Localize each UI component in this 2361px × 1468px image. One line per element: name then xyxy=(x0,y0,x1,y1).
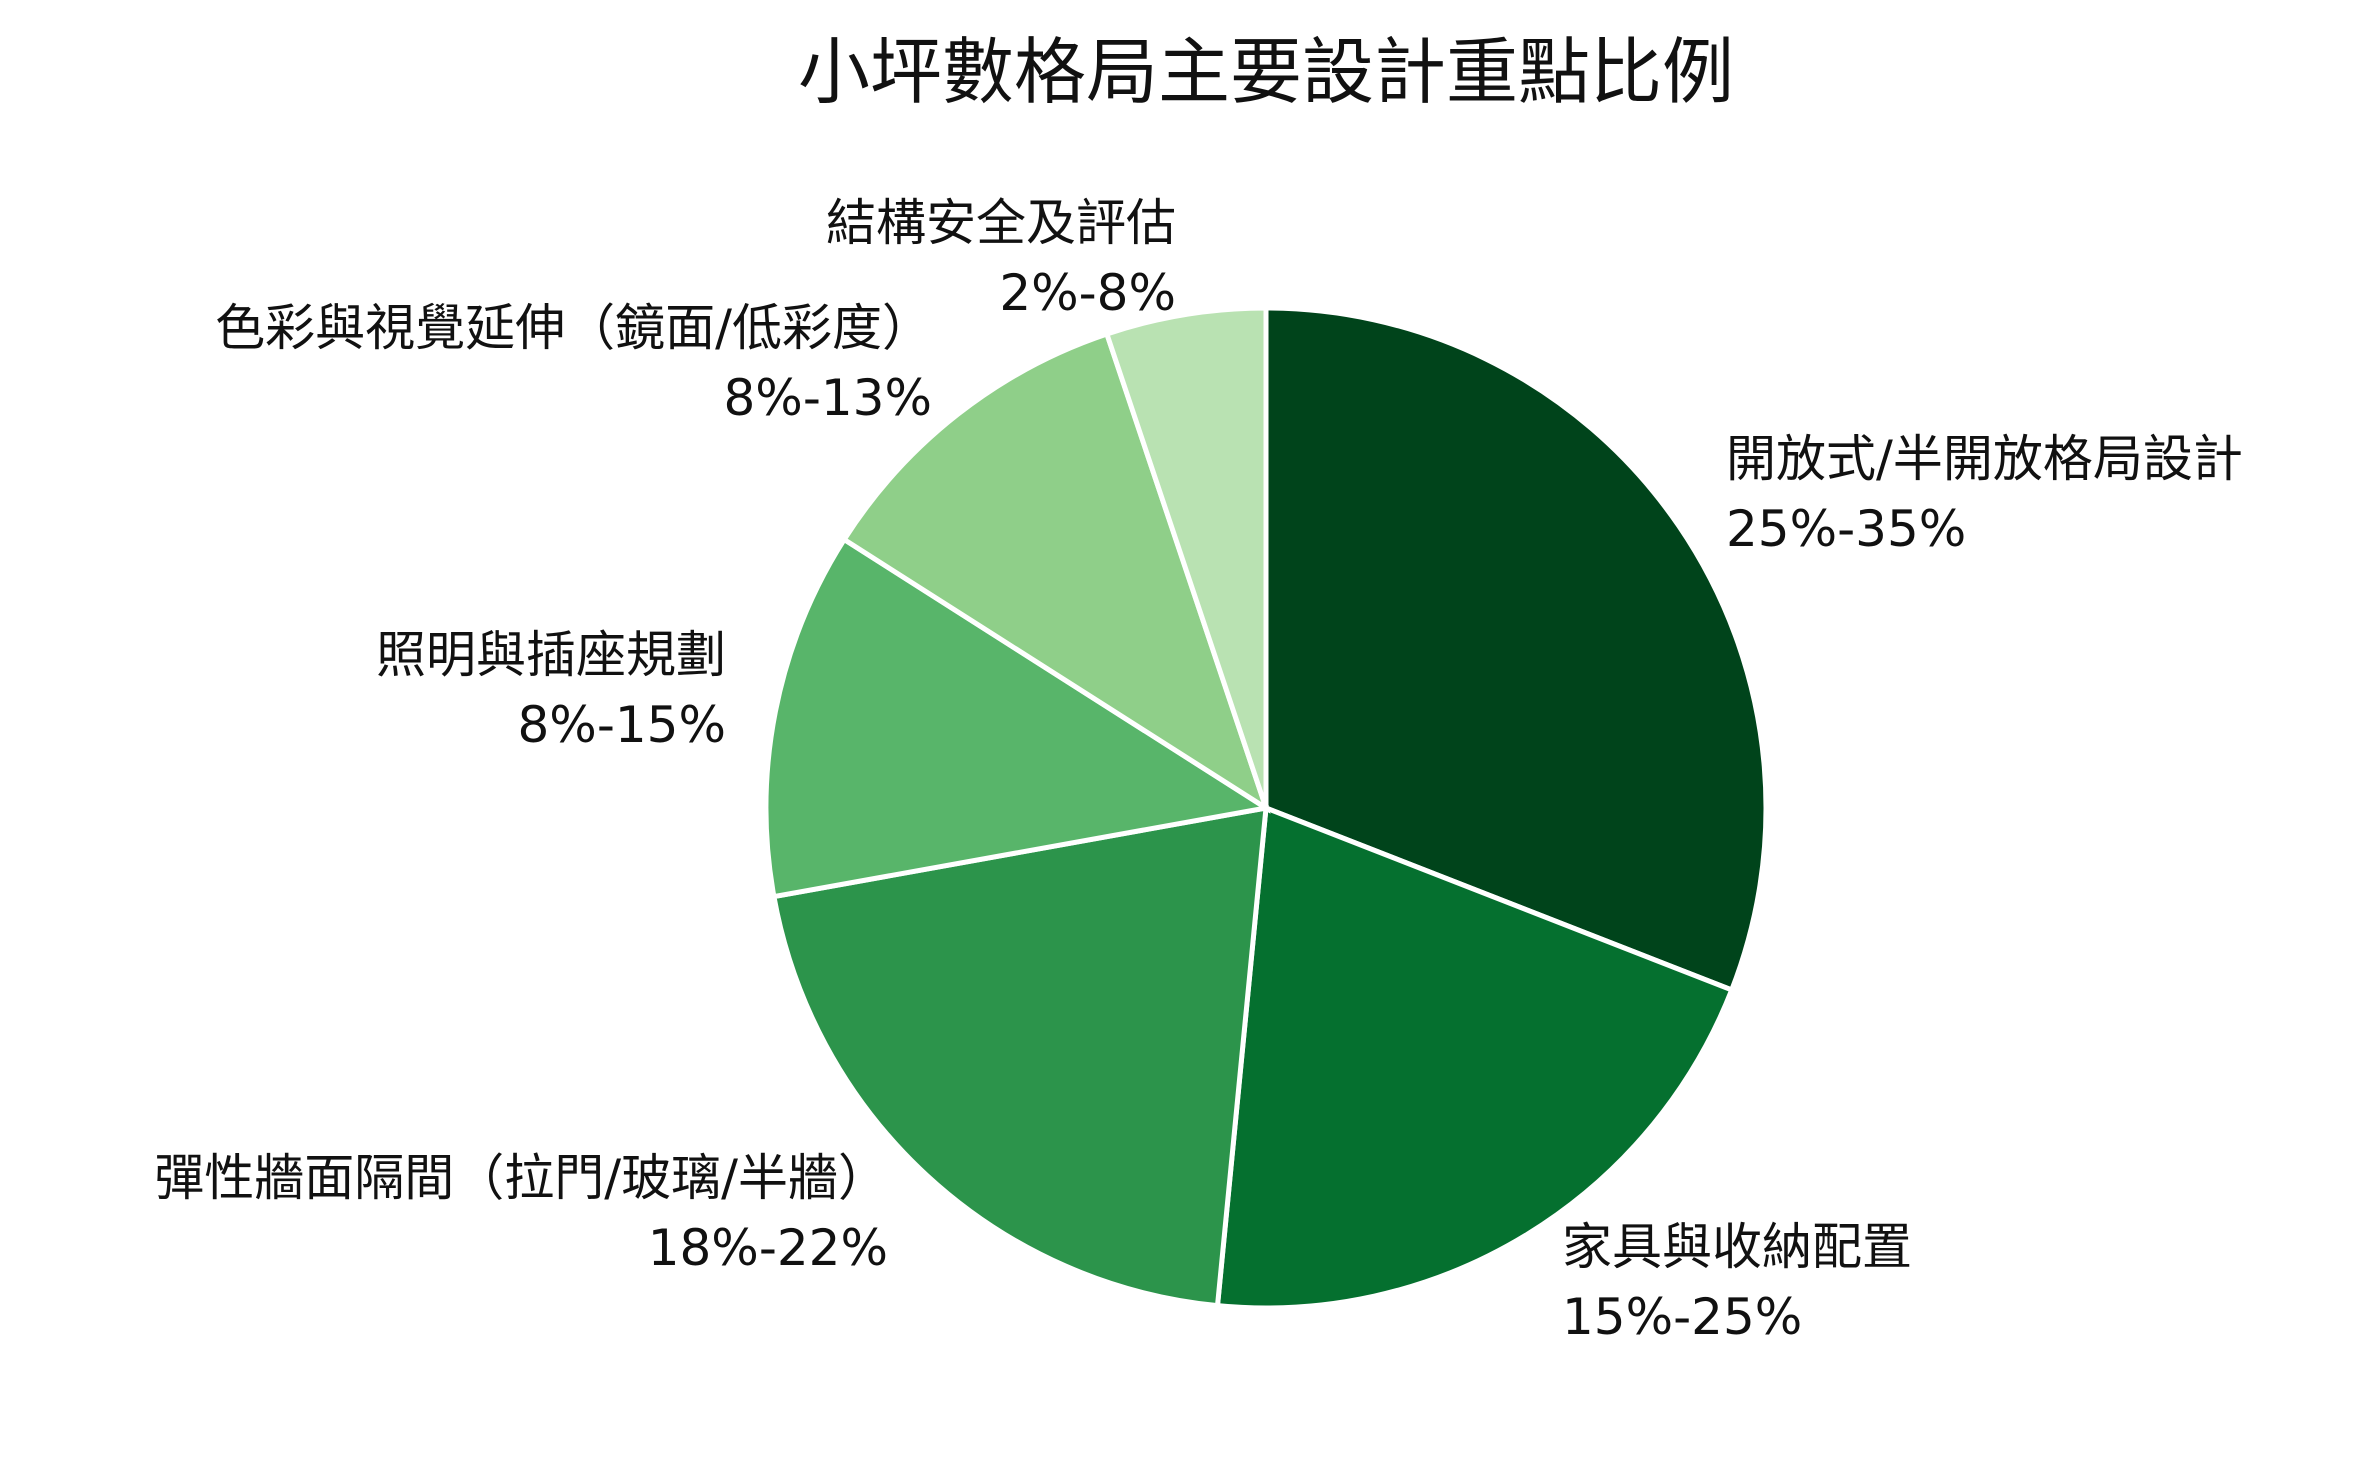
slice-range-label: 8%-15% xyxy=(518,696,727,754)
pie-slice xyxy=(1263,305,1769,994)
pie-slice xyxy=(763,536,1273,900)
slice-range-label: 8%-13% xyxy=(724,369,933,427)
slice-range-label: 15%-25% xyxy=(1562,1288,1802,1346)
slice-range-label: 18%-22% xyxy=(648,1219,888,1277)
pie-slice xyxy=(1214,804,1735,1311)
slice-label: 結構安全及評估 xyxy=(826,194,1176,252)
chart-title: 小坪數格局主要設計重點比例 xyxy=(798,30,1734,114)
slice-label: 色彩與視覺延伸（鏡面/低彩度） xyxy=(215,299,932,357)
slice-label: 家具與收納配置 xyxy=(1562,1218,1912,1276)
slice-label: 開放式/半開放格局設計 xyxy=(1726,430,2243,488)
slice-range-label: 2%-8% xyxy=(999,264,1176,322)
slice-label: 彈性牆面隔間（拉門/玻璃/半牆） xyxy=(154,1149,888,1207)
slice-labels: 開放式/半開放格局設計 25%-35% 家具與收納配置 15%-25% 彈性牆面隔間（拉… xyxy=(154,194,2243,1346)
pie-slice xyxy=(840,330,1271,814)
slice-range-label: 25%-35% xyxy=(1726,500,1966,558)
slice-label: 照明與插座規劃 xyxy=(376,626,726,684)
pie-slice xyxy=(771,804,1269,1309)
pie-slices xyxy=(763,305,1769,1311)
pie-slice xyxy=(1103,305,1269,809)
